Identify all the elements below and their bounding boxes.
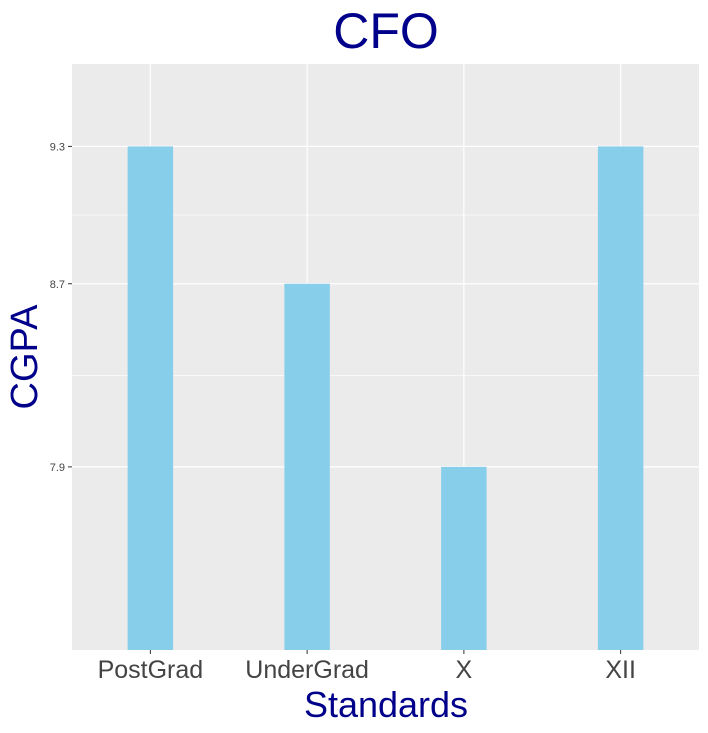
plot-panel <box>72 64 699 650</box>
bar-postgrad <box>127 146 174 650</box>
x-axis-ticks: PostGrad UnderGrad X XII <box>98 650 636 684</box>
x-tick-label-3: XII <box>605 656 636 684</box>
chart-title: CFO <box>333 3 439 59</box>
y-tick-label-2: 9.3 <box>50 141 65 153</box>
bar-x <box>441 466 487 650</box>
x-axis-label: Standards <box>304 684 468 725</box>
y-axis-ticks: 7.9 8.7 9.3 <box>50 141 72 474</box>
x-tick-label-1: UnderGrad <box>245 656 369 684</box>
x-tick-label-0: PostGrad <box>98 656 204 684</box>
bars <box>127 146 644 650</box>
y-tick-label-0: 7.9 <box>50 462 65 474</box>
x-tick-label-2: X <box>456 656 473 684</box>
bar-undergrad <box>284 283 330 650</box>
bar-xii <box>597 146 644 650</box>
y-tick-label-1: 8.7 <box>50 279 65 291</box>
y-axis-label: CGPA <box>4 304 46 410</box>
